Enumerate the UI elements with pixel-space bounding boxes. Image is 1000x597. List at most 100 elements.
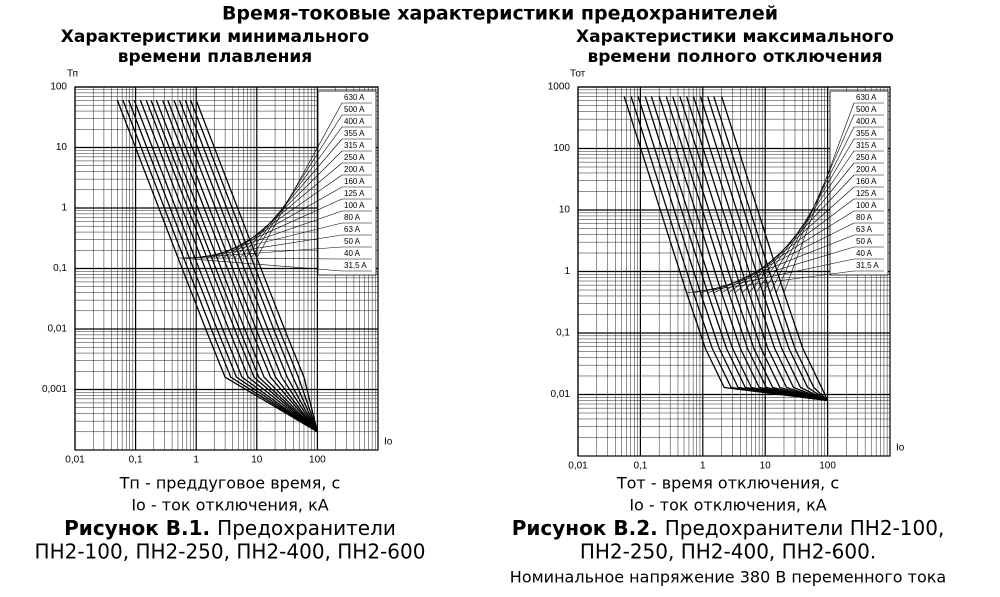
- legend-label: 31,5 A: [344, 261, 367, 270]
- curve: [644, 96, 828, 402]
- curve: [637, 96, 828, 402]
- curve: [707, 96, 828, 402]
- legend-label: 40 A: [856, 249, 873, 258]
- leader-line: [194, 234, 343, 259]
- legend-label: 50 A: [856, 237, 873, 246]
- x-axis-label: Io: [896, 443, 905, 454]
- legend-label: 125 A: [856, 189, 877, 198]
- legend-label: 315 A: [344, 141, 365, 150]
- curve: [713, 96, 829, 401]
- legend-label: 80 A: [344, 213, 361, 222]
- leader-line: [734, 186, 855, 294]
- figure-label: Рисунок В.2.: [512, 516, 658, 540]
- plot-frame: [74, 86, 379, 451]
- chart: 0,01 0,1 1 10 100 1000 100 10 1 0,1 0,01 630 A 500 A…: [512, 27, 945, 564]
- curve: [658, 96, 828, 402]
- figure-caption: Рисунок В.1. Предохранители: [64, 516, 396, 540]
- y-tick-label: 10: [56, 142, 68, 153]
- y-tick-label: 0,1: [53, 263, 67, 274]
- legend-label: 160 A: [856, 177, 877, 186]
- y-tick-label: 0,01: [48, 324, 68, 335]
- leader-line: [206, 210, 343, 259]
- legend-label: 500 A: [856, 105, 877, 114]
- curve: [190, 100, 319, 433]
- x-tick-label: 0,1: [633, 461, 647, 472]
- curve: [672, 96, 828, 402]
- curve: [685, 96, 828, 402]
- curve: [167, 100, 318, 433]
- leader-line: [211, 198, 343, 259]
- figure-text: Предохранители ПН2-100,: [665, 516, 945, 540]
- curve: [155, 100, 318, 433]
- caption: Тп - преддуговое время, с: [119, 474, 341, 493]
- y-tick-label: 0,1: [556, 328, 570, 339]
- legend-label: 315 A: [856, 141, 877, 150]
- curve: [133, 100, 318, 433]
- y-axis-label: Тп: [67, 69, 78, 80]
- leader-line: [183, 257, 343, 260]
- curve: [630, 96, 828, 402]
- curve: [720, 96, 829, 401]
- curve: [699, 96, 828, 402]
- y-tick-label: 100: [553, 143, 570, 154]
- curve: [195, 100, 319, 432]
- leader-line: [177, 257, 343, 272]
- figure-caption: ПН2-250, ПН2-400, ПН2-600.: [580, 540, 876, 564]
- curve: [665, 96, 828, 402]
- curve: [178, 100, 318, 433]
- legend-label: 500 A: [344, 105, 365, 114]
- legend-label: 630 A: [344, 93, 365, 102]
- legend-label: 80 A: [856, 213, 873, 222]
- curve: [162, 100, 318, 433]
- legend-label: 200 A: [856, 165, 877, 174]
- curve: [122, 100, 318, 433]
- legend-label: 63 A: [856, 225, 873, 234]
- legend-label: 100 A: [856, 201, 877, 210]
- curve: [150, 100, 318, 433]
- x-tick-label: 1: [193, 455, 199, 466]
- legend-label: 63 A: [344, 225, 361, 234]
- chart-subtitle: времени плавления: [118, 47, 312, 67]
- legend-label: 400 A: [856, 117, 877, 126]
- x-tick-label: 100: [309, 455, 326, 466]
- figure-text: Предохранители: [217, 516, 396, 540]
- figure-caption: ПН2-100, ПН2-250, ПН2-400, ПН2-600: [35, 540, 426, 564]
- leader-line: [693, 258, 855, 294]
- leader-line: [755, 150, 855, 293]
- curve: [128, 100, 318, 433]
- leader-line: [223, 174, 343, 259]
- y-tick-label: 10: [559, 205, 571, 216]
- curve: [145, 100, 318, 433]
- legend-label: 160 A: [344, 177, 365, 186]
- legend-label: 250 A: [344, 153, 365, 162]
- legend-label: 40 A: [344, 249, 361, 258]
- leader-line: [256, 102, 343, 258]
- y-tick-label: 1: [61, 203, 67, 214]
- figure-label: Рисунок В.1.: [64, 516, 210, 540]
- curve: [139, 100, 318, 433]
- legend-label: 125 A: [344, 189, 365, 198]
- curve: [173, 100, 318, 433]
- chart: 0,01 0,1 1 10 100 100 10 1 0,1 0,01 0,001 630 A 500 …: [35, 27, 426, 564]
- leader-line: [762, 138, 855, 293]
- note: Номинальное напряжение 380 В переменного…: [510, 568, 946, 587]
- x-tick-label: 0,01: [65, 455, 85, 466]
- leader-line: [721, 210, 855, 294]
- figure-caption: Рисунок В.2. Предохранители ПН2-100,: [512, 516, 945, 540]
- curve: [116, 100, 318, 433]
- legend-label: 355 A: [344, 129, 365, 138]
- y-tick-label: 1: [564, 266, 570, 277]
- legend-label: 100 A: [344, 201, 365, 210]
- leader-line: [686, 270, 855, 294]
- y-tick-label: 0,001: [42, 384, 67, 395]
- curve: [184, 100, 318, 433]
- caption: Io - ток отключения, кА: [629, 496, 826, 515]
- curve: [650, 96, 828, 402]
- legend-label: 630 A: [856, 93, 877, 102]
- leader-line: [239, 138, 343, 259]
- leader-line: [251, 114, 343, 259]
- chart-subtitle: Характеристики максимального: [576, 27, 894, 47]
- y-tick-label: 1000: [548, 82, 571, 93]
- y-axis-label: Тот: [570, 69, 586, 80]
